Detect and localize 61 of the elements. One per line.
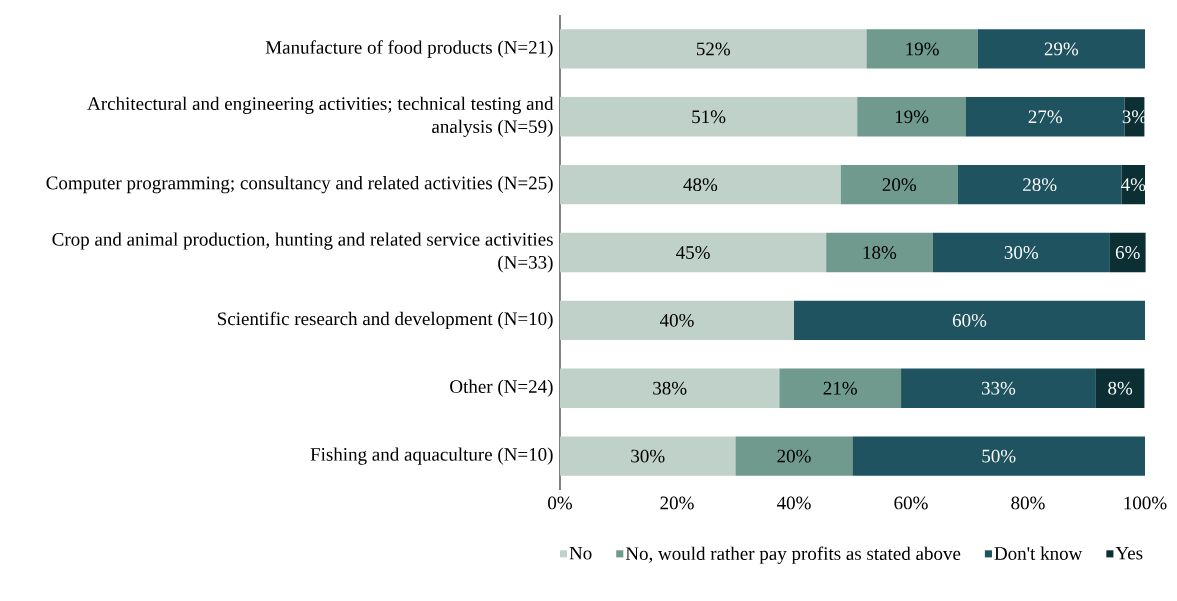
bar (852, 436, 1146, 476)
bar (826, 232, 933, 273)
data-label: 30% (631, 449, 665, 463)
bar (866, 29, 978, 69)
x-tick-label: 40% (776, 496, 811, 510)
data-label: 60% (952, 313, 987, 327)
bar (560, 436, 736, 476)
y-tick-label: Other (N=24) (450, 379, 553, 397)
bar (977, 29, 1146, 69)
data-label: 19% (906, 42, 939, 56)
data-label: 20% (777, 449, 811, 463)
bar (560, 97, 858, 137)
bar (560, 29, 867, 69)
legend-label: No (569, 546, 592, 560)
data-label: 6% (1115, 246, 1140, 259)
bar (1095, 368, 1145, 408)
bar (1109, 232, 1146, 273)
x-tick-label: 0% (548, 496, 573, 510)
y-tick-label: Crop and animal production, hunting and related service activities (N=33) (52, 232, 553, 273)
data-label: 21% (823, 381, 857, 395)
bar (901, 368, 1096, 408)
bar (857, 97, 966, 137)
x-tick-label: 20% (660, 496, 694, 510)
data-label: 38% (653, 381, 687, 395)
bar (840, 164, 958, 205)
data-label: 19% (895, 110, 929, 124)
data-label: 28% (1023, 178, 1057, 192)
data-label: 33% (981, 381, 1016, 395)
data-label: 20% (882, 178, 917, 192)
data-label: 29% (1044, 42, 1079, 56)
data-label: 48% (683, 178, 718, 192)
y-tick-label: Manufacture of food products (N=21) (265, 40, 553, 58)
bar (735, 436, 853, 476)
legend-label: Don't know (994, 546, 1083, 560)
y-tick-label: Scientific research and development (N=10) (217, 311, 553, 330)
data-label: 40% (659, 313, 694, 327)
bar (957, 164, 1122, 205)
bar (560, 300, 794, 341)
x-tick-label: 100% (1124, 496, 1167, 510)
bar (932, 232, 1110, 273)
data-label: 51% (692, 110, 726, 124)
bar (560, 232, 827, 273)
legend-label: Yes (1115, 546, 1143, 560)
data-label: 4% (1121, 178, 1146, 192)
x-tick-label: 60% (894, 496, 928, 510)
bar (560, 164, 841, 205)
y-tick-label: Fishing and aquaculture (N=10) (310, 447, 553, 465)
y-tick-label: Architectural and engineering activities; technical testing and analysis (N=59) (87, 96, 554, 137)
data-label: 18% (863, 246, 897, 259)
data-label: 8% (1108, 381, 1133, 395)
legend-label: No, would rather pay profits as stated above (625, 546, 961, 564)
bar (779, 368, 902, 408)
bar (560, 368, 780, 408)
data-label: 50% (982, 449, 1016, 463)
data-label: 45% (676, 246, 710, 259)
data-label: 27% (1028, 110, 1063, 124)
x-tick-label: 80% (1011, 496, 1045, 510)
data-label: 52% (696, 42, 731, 56)
data-label: 30% (1004, 246, 1039, 259)
y-tick-label: Computer programming; consultancy and related activities (N=25) (46, 176, 553, 194)
bar (794, 300, 1146, 341)
